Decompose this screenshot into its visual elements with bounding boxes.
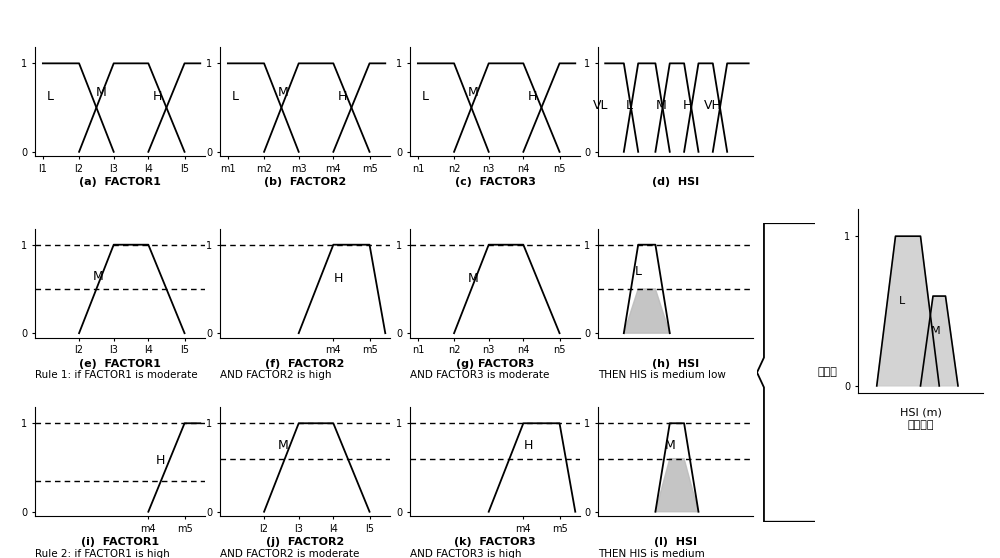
Text: AND FACTOR3 is moderate: AND FACTOR3 is moderate (410, 370, 549, 380)
Text: M: M (468, 272, 478, 285)
Text: M: M (656, 99, 667, 112)
Text: L: L (635, 265, 642, 278)
Text: L: L (422, 90, 429, 103)
Text: Rule 2: if FACTOR1 is high: Rule 2: if FACTOR1 is high (35, 549, 170, 558)
Text: VL: VL (593, 99, 609, 112)
Text: Rule 1: if FACTOR1 is moderate: Rule 1: if FACTOR1 is moderate (35, 370, 198, 380)
Text: AND FACTOR3 is high: AND FACTOR3 is high (410, 549, 522, 558)
Text: (e)  FACTOR1: (e) FACTOR1 (79, 359, 161, 369)
Text: M: M (93, 270, 103, 283)
Text: H: H (528, 90, 537, 103)
Text: (i)  FACTOR1: (i) FACTOR1 (81, 537, 159, 547)
Polygon shape (655, 459, 698, 512)
Text: AND FACTOR2 is moderate: AND FACTOR2 is moderate (220, 549, 359, 558)
Text: M: M (468, 86, 478, 99)
Polygon shape (877, 236, 939, 386)
Text: (f)  FACTOR2: (f) FACTOR2 (265, 359, 345, 369)
Text: M: M (278, 86, 288, 99)
Text: (j)  FACTOR2: (j) FACTOR2 (266, 537, 344, 547)
Text: H: H (153, 90, 162, 103)
Text: L: L (899, 296, 905, 306)
Text: THEN HIS is medium: THEN HIS is medium (598, 549, 705, 558)
Text: HSI (m): HSI (m) (900, 407, 941, 417)
Text: M: M (278, 439, 288, 451)
Text: (k)  FACTOR3: (k) FACTOR3 (454, 537, 536, 547)
Polygon shape (624, 289, 670, 333)
Text: H: H (156, 455, 166, 468)
Text: (l)  HSI: (l) HSI (654, 537, 697, 547)
Text: 去模糊化: 去模糊化 (907, 420, 934, 430)
Text: THEN HIS is medium low: THEN HIS is medium low (598, 370, 726, 380)
Text: H: H (333, 272, 343, 285)
Text: (a)  FACTOR1: (a) FACTOR1 (79, 177, 161, 187)
Text: M: M (931, 325, 940, 335)
Text: H: H (682, 99, 692, 112)
Text: (c)  FACTOR3: (c) FACTOR3 (455, 177, 535, 187)
Text: M: M (664, 439, 675, 451)
Polygon shape (920, 296, 958, 386)
Text: H: H (523, 439, 533, 451)
Text: VH: VH (704, 99, 722, 112)
Text: L: L (626, 99, 633, 112)
Text: (g) FACTOR3: (g) FACTOR3 (456, 359, 534, 369)
Text: L: L (232, 90, 239, 103)
Text: 取并集: 取并集 (818, 368, 838, 377)
Text: (h)  HSI: (h) HSI (652, 359, 699, 369)
Text: H: H (338, 90, 347, 103)
Text: M: M (96, 86, 106, 99)
Text: AND FACTOR2 is high: AND FACTOR2 is high (220, 370, 332, 380)
Text: (b)  FACTOR2: (b) FACTOR2 (264, 177, 346, 187)
Text: L: L (47, 90, 54, 103)
Text: (d)  HSI: (d) HSI (652, 177, 699, 187)
